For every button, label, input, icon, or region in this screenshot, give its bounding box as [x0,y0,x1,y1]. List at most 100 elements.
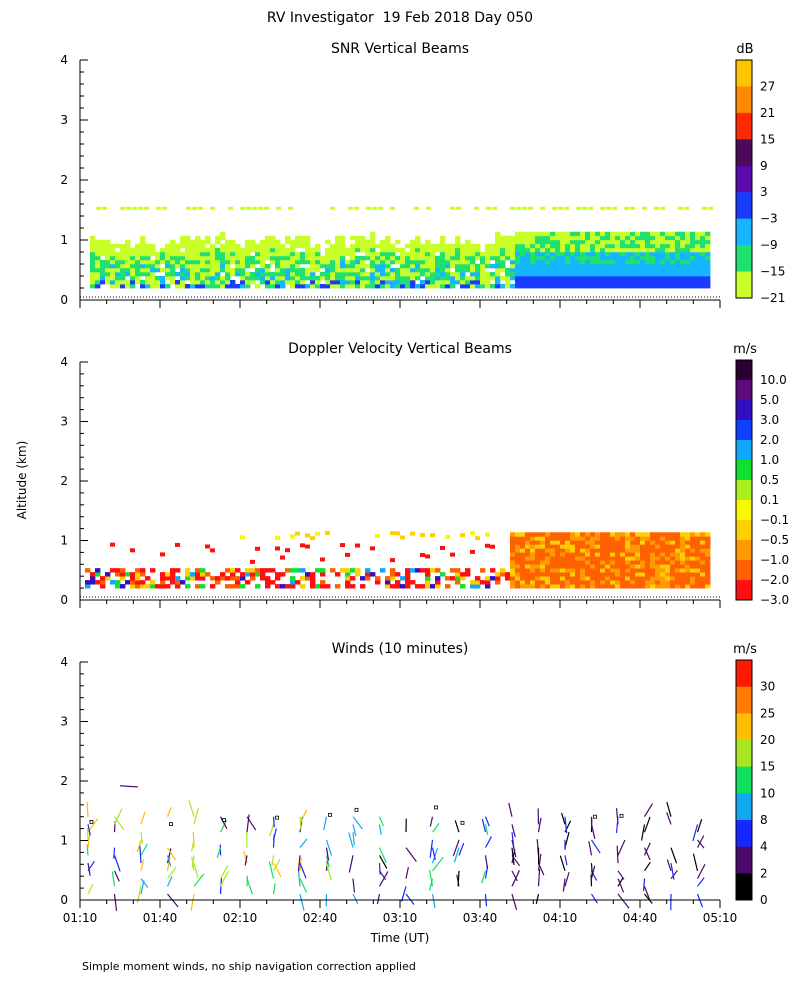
wind-barb [511,824,516,838]
snr-cell [655,259,661,265]
snr-cell [195,251,201,257]
snr-cell [670,255,676,261]
snr-cell [555,247,561,253]
doppler-cell [450,576,456,581]
doppler-cell [530,560,536,565]
snr-cell [365,279,371,285]
doppler-cell [410,580,416,585]
snr-cell [515,275,521,281]
doppler-cell [525,532,531,537]
doppler-cell [600,576,606,581]
doppler-cell [690,572,696,577]
snr-cell [360,255,366,261]
snr-cell [220,259,226,265]
doppler-cell [395,584,401,589]
snr-cell [350,284,356,289]
snr-cell [650,284,656,289]
snr-cell [430,271,436,277]
snr-cell [585,284,591,289]
doppler-cell [655,576,661,581]
doppler-cell [555,556,561,561]
snr-cell [215,263,221,269]
wind-barb [352,824,357,837]
snr-cell [90,235,96,241]
x-tick-label: 02:40 [303,911,338,925]
snr-cell [315,243,321,249]
doppler-cell [650,560,656,565]
snr-cell [505,279,511,285]
snr-cell [665,271,671,277]
snr-cell [560,255,566,261]
wind-barb [378,863,381,875]
doppler-cell [475,580,481,585]
snr-cell [440,255,446,261]
snr-cell [555,284,561,289]
snr-cell [140,284,146,289]
doppler-cell [695,532,701,537]
snr-cell [495,247,501,253]
snr-cell [380,275,386,281]
snr-cell [205,279,211,285]
doppler-cell [695,560,701,565]
snr-cell [335,279,341,285]
snr-cell [190,239,196,245]
snr-cell [515,231,521,237]
snr-cell [215,259,221,265]
snr-cell [200,275,206,281]
snr-cell [135,271,141,277]
colorbar-swatch [736,112,752,140]
wind-barb [272,828,277,841]
doppler-cell [405,576,411,581]
doppler-cell [535,564,541,569]
doppler-cell [560,556,566,561]
doppler-cell [555,544,561,549]
snr-cell [165,284,171,289]
snr-cell [285,275,291,281]
snr-cell [675,235,681,241]
doppler-cell [690,548,696,553]
panel-doppler-colorbar: 10.05.03.02.01.00.50.1−0.1−0.5−1.0−2.0−3… [735,359,789,607]
doppler-cell [550,576,556,581]
doppler-cell [660,576,666,581]
doppler-cell [235,576,241,581]
snr-cell [490,275,496,281]
doppler-cell [250,568,256,573]
snr-cell [170,239,176,245]
snr-cell [245,271,251,277]
snr-cell [450,206,455,210]
colorbar-swatch [736,139,752,167]
snr-cell [235,271,241,277]
snr-cell [385,263,391,269]
doppler-cell [500,568,506,573]
snr-cell [645,235,651,241]
snr-cell [315,275,321,281]
snr-cell [500,235,506,241]
snr-cell [320,255,326,261]
snr-cell [105,263,111,269]
snr-cell [520,271,526,277]
doppler-cell [345,580,351,585]
snr-cell [110,275,116,281]
wind-barb [352,893,359,905]
snr-cell [575,247,581,253]
doppler-cell [650,536,656,541]
doppler-cell [445,576,451,581]
snr-cell [135,243,141,249]
doppler-cell [545,552,551,557]
doppler-cell [435,568,441,573]
doppler-cell [260,572,266,577]
snr-cell [655,251,661,257]
snr-cell [345,259,351,265]
snr-cell [215,251,221,257]
doppler-cell [600,580,606,585]
snr-cell [290,284,296,289]
snr-cell [675,243,681,249]
snr-cell [230,247,236,253]
doppler-cell [595,556,601,561]
doppler-cell [475,576,481,581]
snr-cell [205,284,211,289]
doppler-cell [610,564,616,569]
snr-cell [270,271,276,277]
doppler-cell [590,584,596,589]
